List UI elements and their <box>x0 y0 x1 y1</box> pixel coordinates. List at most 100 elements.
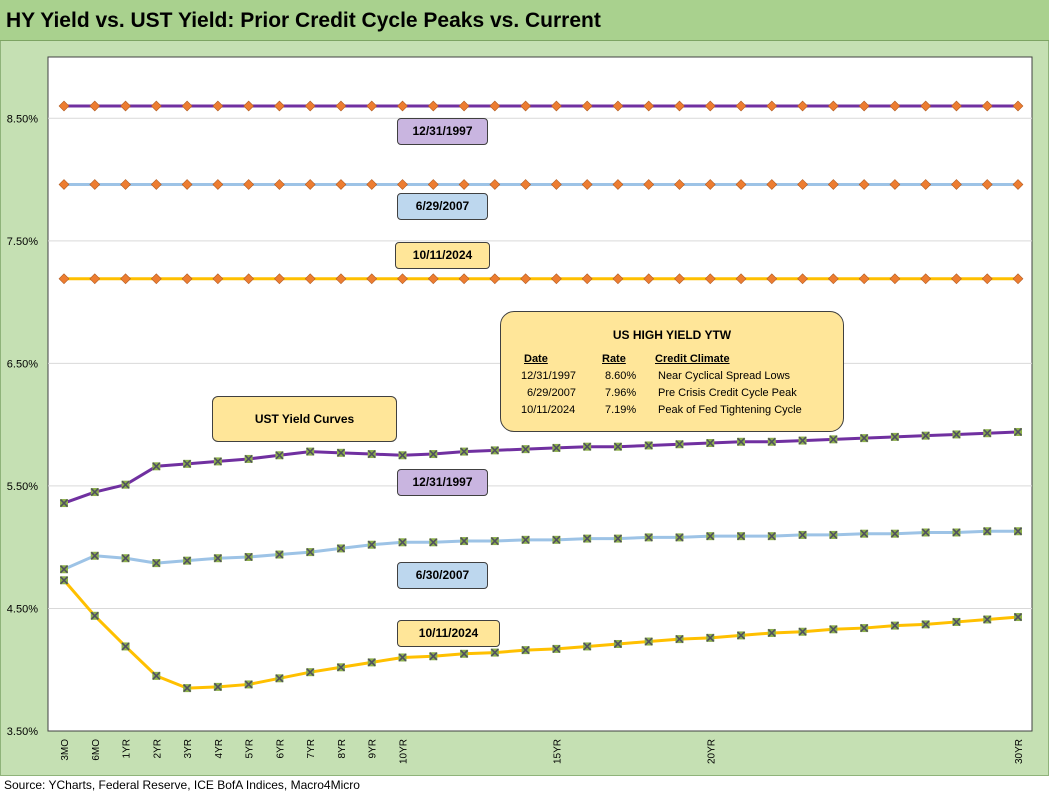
x-tick-label: 1YR <box>122 739 133 758</box>
data-point-x <box>367 540 376 549</box>
series-line <box>63 529 1018 571</box>
data-point <box>704 179 716 190</box>
data-point-x <box>306 447 315 456</box>
data-point-x <box>152 462 161 471</box>
data-point <box>797 273 808 285</box>
hy-table-row-2-date: 6/29/2007 <box>527 387 576 399</box>
data-point-x <box>490 446 499 455</box>
data-point <box>704 273 716 285</box>
data-point <box>304 179 316 190</box>
data-point-x <box>429 538 438 547</box>
data-point-x <box>860 623 869 633</box>
hy-table-row-2-climate: Pre Crisis Credit Cycle Peak <box>658 387 797 399</box>
data-point <box>304 100 316 112</box>
data-point <box>58 179 70 190</box>
data-point <box>612 179 624 190</box>
data-point-x <box>644 637 653 646</box>
data-point-x <box>890 432 899 441</box>
data-point-x <box>860 434 869 443</box>
data-point-x <box>552 443 561 452</box>
data-point-x <box>213 554 222 563</box>
data-point <box>951 273 962 285</box>
data-point <box>766 179 778 190</box>
data-point-x <box>890 621 899 630</box>
data-point <box>181 273 193 285</box>
data-point <box>366 273 378 285</box>
data-point-x <box>736 437 746 446</box>
data-point <box>150 179 162 190</box>
data-point <box>581 100 593 112</box>
y-tick-label: 5.50% <box>7 481 38 493</box>
data-point <box>643 273 655 285</box>
data-point <box>274 100 285 112</box>
hy-table-header-date: Date <box>524 353 548 365</box>
data-point <box>274 273 285 285</box>
data-point <box>858 179 870 190</box>
data-point <box>335 179 347 190</box>
data-point-x <box>213 457 222 466</box>
data-point-x <box>983 429 992 438</box>
data-point <box>674 179 685 190</box>
data-point-x <box>952 617 961 627</box>
source-note: Source: YCharts, Federal Reserve, ICE Bo… <box>4 778 360 792</box>
data-point-x <box>521 646 530 655</box>
data-point-x <box>1013 612 1023 622</box>
data-point <box>858 100 870 112</box>
ust-yield-curves-box: UST Yield Curves <box>212 396 397 442</box>
data-point-x <box>952 528 961 537</box>
data-point <box>889 100 901 112</box>
data-point <box>1012 179 1024 190</box>
data-point-x <box>921 528 930 537</box>
data-point-x <box>675 440 684 449</box>
data-point <box>981 179 993 190</box>
chart-canvas: 3.50% 4.50% 5.50% 6.50% 7.50% 8.50% 3MO 6MO 1YR 2… <box>7 56 1033 764</box>
hy-table-row-3-rate: 7.19% <box>605 404 637 416</box>
data-point <box>1012 273 1024 285</box>
data-point <box>674 100 685 112</box>
x-tick-label: 3YR <box>183 739 194 758</box>
data-point <box>212 273 224 285</box>
data-point <box>89 100 101 112</box>
data-point-x <box>983 615 992 624</box>
data-point <box>120 179 131 190</box>
data-point-x <box>798 436 807 445</box>
data-point-x <box>706 633 715 642</box>
data-point <box>766 100 778 112</box>
data-point-x <box>583 534 592 543</box>
data-point <box>520 100 531 112</box>
data-point <box>551 179 562 190</box>
data-point-x <box>90 487 99 497</box>
hy-table-row-1-rate: 8.60% <box>605 370 637 382</box>
data-point-x <box>244 680 253 689</box>
data-point-x <box>675 533 684 542</box>
data-point-x <box>306 548 315 557</box>
chart-title: HY Yield vs. UST Yield: Prior Credit Cyc… <box>6 9 601 32</box>
x-tick-label: 6MO <box>91 739 102 761</box>
hy-table-header-rate: Rate <box>602 353 626 365</box>
data-point <box>397 100 408 112</box>
x-tick-label: 20YR <box>706 739 717 764</box>
y-tick-label: 4.50% <box>7 603 38 615</box>
data-point <box>274 179 285 190</box>
data-point <box>889 179 901 190</box>
x-tick-label: 8YR <box>337 739 348 758</box>
data-point <box>674 273 685 285</box>
data-point <box>458 179 470 190</box>
data-point <box>643 100 655 112</box>
data-point <box>489 273 501 285</box>
x-tick-label: 4YR <box>214 739 225 758</box>
data-point-x <box>336 663 346 672</box>
data-point-x <box>552 535 561 544</box>
data-point <box>335 273 347 285</box>
x-tick-label: 30YR <box>1014 739 1025 764</box>
data-point-x <box>90 611 99 620</box>
data-point <box>181 179 193 190</box>
data-point <box>89 179 101 190</box>
hy-label-2007: 6/29/2007 <box>397 193 488 220</box>
data-point-x <box>398 538 407 547</box>
data-point <box>920 273 932 285</box>
data-point <box>581 179 593 190</box>
data-point <box>612 100 624 112</box>
data-point-x <box>121 554 130 563</box>
data-point <box>335 100 347 112</box>
